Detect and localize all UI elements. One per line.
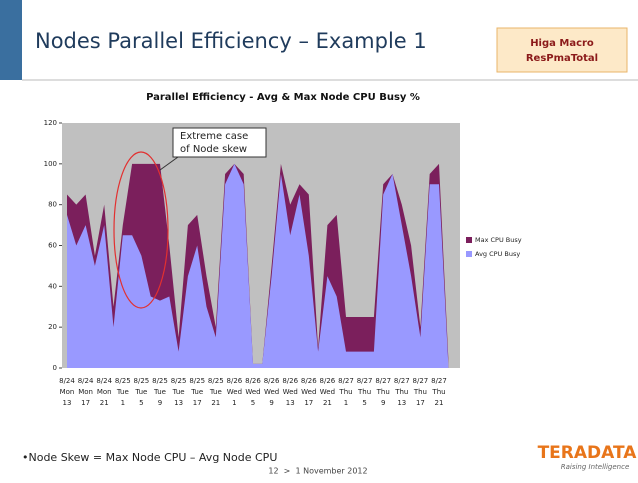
chart: Parallel Efficiency - Avg & Max Node CPU… bbox=[44, 85, 530, 407]
x-tick-label: Wed bbox=[264, 388, 279, 396]
x-tick-label: 8/25 bbox=[152, 377, 168, 385]
bullet: •Node Skew = Max Node CPU – Avg Node CPU bbox=[22, 451, 277, 464]
badge bbox=[496, 27, 628, 73]
x-tick-label: 8/26 bbox=[320, 377, 336, 385]
x-tick-label: 8/25 bbox=[208, 377, 224, 385]
x-tick-label: Tue bbox=[190, 388, 203, 396]
x-tick-label: Wed bbox=[245, 388, 260, 396]
x-tick-label: Mon bbox=[60, 388, 75, 396]
y-tick-label: 20 bbox=[48, 323, 57, 331]
x-tick-label: 8/24 bbox=[59, 377, 75, 385]
chart-title: Parallel Efficiency - Avg & Max Node CPU… bbox=[146, 92, 420, 103]
x-tick-label: 9 bbox=[158, 399, 162, 407]
x-tick-label: Tue bbox=[116, 388, 129, 396]
y-tick-label: 120 bbox=[44, 119, 57, 127]
x-tick-label: 13 bbox=[397, 399, 406, 407]
logo: TERADATA bbox=[538, 443, 638, 463]
legend-label: Max CPU Busy bbox=[475, 236, 522, 244]
x-tick-label: 5 bbox=[362, 399, 366, 407]
highlight bbox=[113, 151, 169, 309]
x-tick-label: 17 bbox=[416, 399, 425, 407]
y-tick-label: 60 bbox=[48, 242, 57, 250]
x-tick-label: 5 bbox=[139, 399, 143, 407]
x-tick-label: Wed bbox=[301, 388, 316, 396]
x-tick-label: 17 bbox=[81, 399, 90, 407]
legend-label: Avg CPU Busy bbox=[475, 250, 520, 258]
x-tick-label: 8/26 bbox=[227, 377, 243, 385]
y-tick-label: 40 bbox=[48, 282, 57, 290]
x-tick-label: 8/26 bbox=[245, 377, 261, 385]
x-tick-label: Wed bbox=[227, 388, 242, 396]
x-tick-label: 8/25 bbox=[189, 377, 205, 385]
x-tick-label: 8/27 bbox=[413, 377, 429, 385]
x-tick-label: 8/24 bbox=[78, 377, 94, 385]
x-tick-label: 8/26 bbox=[301, 377, 317, 385]
x-tick-label: Tue bbox=[134, 388, 147, 396]
x-tick-label: 8/26 bbox=[282, 377, 298, 385]
x-tick-label: 5 bbox=[251, 399, 255, 407]
x-tick-label: 9 bbox=[269, 399, 273, 407]
x-tick-label: 17 bbox=[304, 399, 313, 407]
x-tick-label: Thu bbox=[431, 388, 445, 396]
annotation-box bbox=[172, 127, 267, 158]
x-tick-label: Tue bbox=[172, 388, 185, 396]
x-tick-label: 13 bbox=[286, 399, 295, 407]
x-tick-label: 8/25 bbox=[134, 377, 150, 385]
slide-title: Nodes Parallel Efficiency – Example 1 bbox=[35, 29, 427, 53]
x-tick-label: Tue bbox=[153, 388, 166, 396]
area bbox=[67, 163, 449, 368]
logo-tagline: Raising Intelligence bbox=[561, 463, 630, 471]
legend-swatch bbox=[466, 251, 472, 257]
y-tick-label: 80 bbox=[48, 201, 57, 209]
x-tick-label: Thu bbox=[338, 388, 352, 396]
x-tick-label: Thu bbox=[376, 388, 390, 396]
x-tick-label: 8/27 bbox=[338, 377, 354, 385]
annotation-pointer bbox=[159, 156, 179, 171]
x-tick-label: 1 bbox=[232, 399, 236, 407]
legend-swatch bbox=[466, 237, 472, 243]
x-tick-label: Mon bbox=[97, 388, 112, 396]
x-tick-label: 17 bbox=[193, 399, 202, 407]
x-tick-label: Thu bbox=[394, 388, 408, 396]
x-tick-label: 13 bbox=[63, 399, 72, 407]
x-tick-label: 21 bbox=[323, 399, 332, 407]
x-tick-label: 8/25 bbox=[115, 377, 131, 385]
x-tick-label: Tue bbox=[209, 388, 222, 396]
annotation: Extreme case bbox=[180, 131, 248, 142]
x-tick-label: Mon bbox=[78, 388, 93, 396]
x-tick-label: 8/25 bbox=[171, 377, 187, 385]
x-tick-label: 8/27 bbox=[431, 377, 447, 385]
x-tick-label: 8/27 bbox=[357, 377, 373, 385]
x-tick-label: Thu bbox=[357, 388, 371, 396]
annotation: of Node skew bbox=[180, 144, 247, 155]
x-tick-label: Thu bbox=[413, 388, 427, 396]
y-tick-label: 100 bbox=[44, 160, 57, 168]
x-tick-label: 21 bbox=[100, 399, 109, 407]
y-tick-label: 0 bbox=[53, 364, 57, 372]
x-tick-label: 21 bbox=[211, 399, 220, 407]
x-tick-label: Wed bbox=[320, 388, 335, 396]
accent-bar bbox=[0, 0, 22, 80]
x-tick-label: 9 bbox=[381, 399, 385, 407]
badge-line: Higa Macro bbox=[530, 38, 594, 49]
x-tick-label: 8/27 bbox=[394, 377, 410, 385]
x-tick-label: Wed bbox=[283, 388, 298, 396]
x-tick-label: 8/27 bbox=[375, 377, 391, 385]
x-tick-label: 21 bbox=[435, 399, 444, 407]
x-tick-label: 1 bbox=[344, 399, 348, 407]
x-tick-label: 1 bbox=[121, 399, 125, 407]
x-tick-label: 8/26 bbox=[264, 377, 280, 385]
x-tick-label: 8/24 bbox=[96, 377, 112, 385]
footer: 12 > 1 November 2012 bbox=[268, 467, 367, 476]
badge-line: ResPmaTotal bbox=[526, 53, 598, 64]
x-tick-label: 13 bbox=[174, 399, 183, 407]
